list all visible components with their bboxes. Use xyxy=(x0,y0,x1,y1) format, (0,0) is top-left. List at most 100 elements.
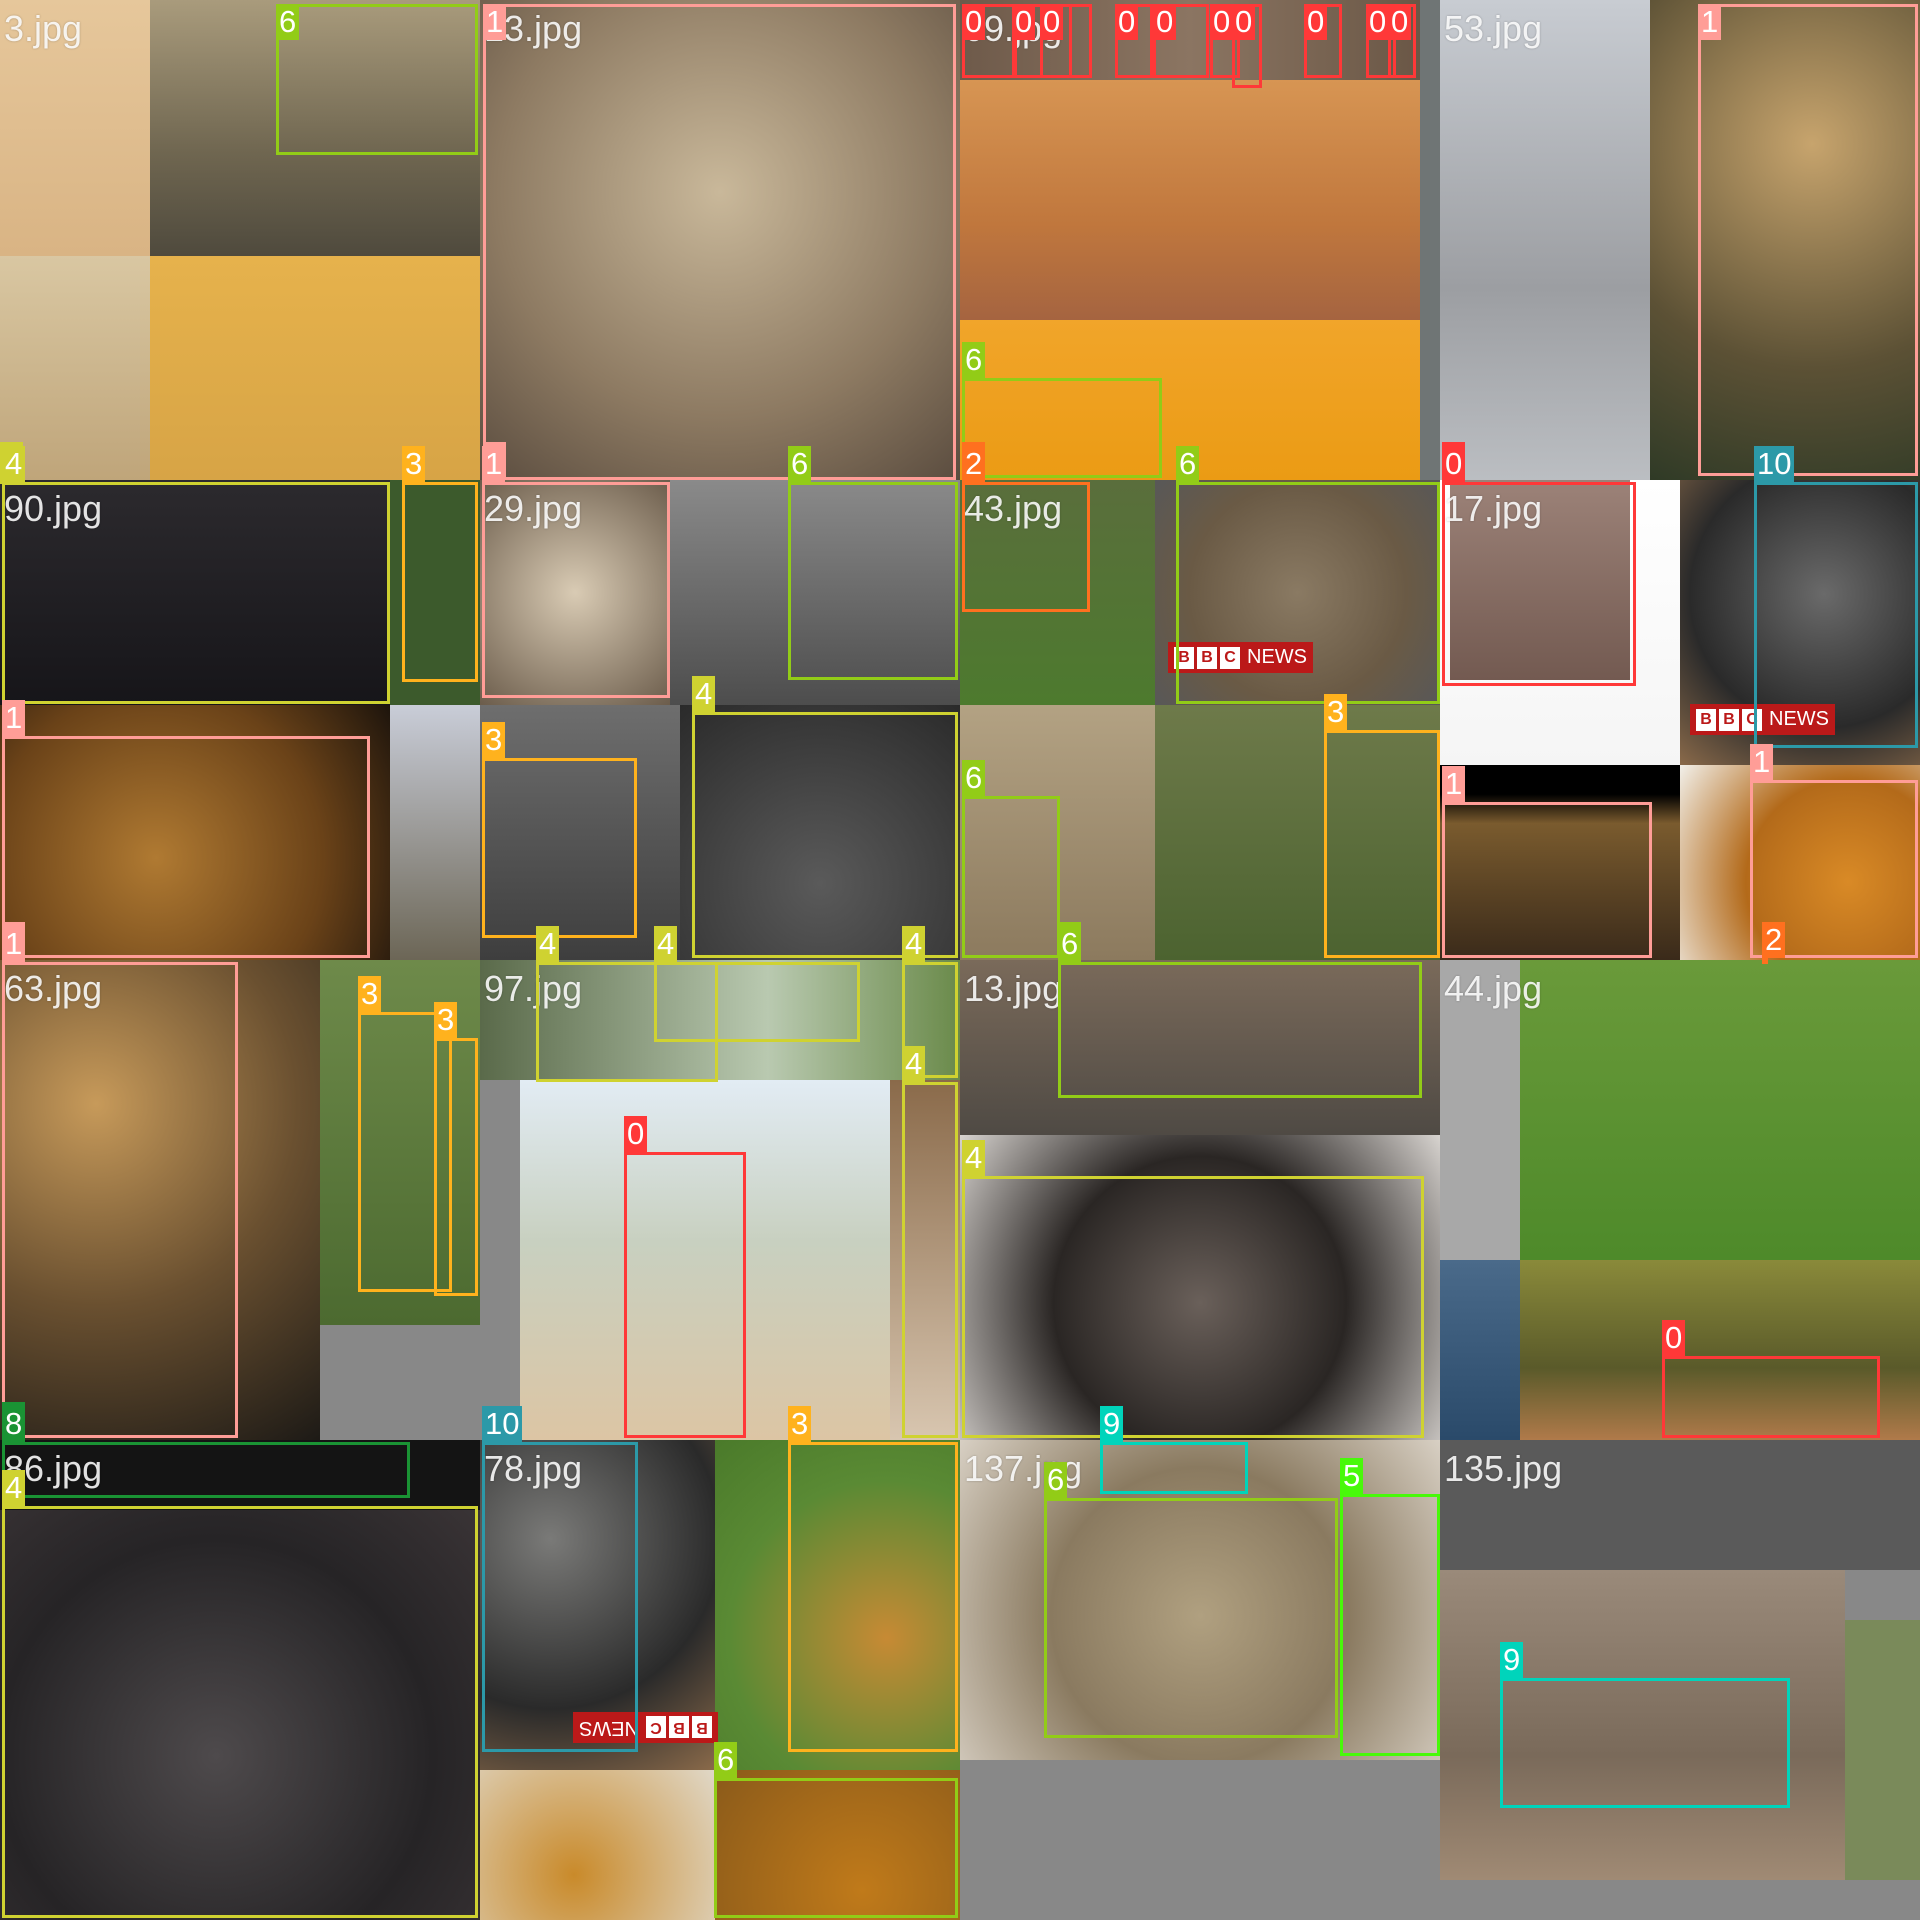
detection-box xyxy=(536,962,718,1082)
detection-box xyxy=(1754,482,1918,748)
detection-box xyxy=(962,482,1090,612)
detection-box xyxy=(1698,4,1918,476)
tile-78: 78.jpg xyxy=(480,1440,960,1920)
tile-90: 90.jpg xyxy=(0,480,480,960)
box-class-label: 0 xyxy=(1388,4,1412,40)
box-class-label: 6 xyxy=(1176,446,1200,482)
tile-29: 29.jpg xyxy=(480,480,960,960)
detection-box xyxy=(692,712,958,958)
detection-box xyxy=(2,736,370,958)
tile-13: 13.jpg xyxy=(480,0,960,480)
box-class-label: 3 xyxy=(402,446,426,482)
box-class-label: 1 xyxy=(483,4,507,40)
tile-53: 53.jpg xyxy=(1440,0,1920,480)
detection-box xyxy=(358,1012,452,1292)
detection-box xyxy=(1340,1494,1440,1756)
detection-box xyxy=(788,1442,958,1752)
detection-box xyxy=(1442,802,1652,958)
detection-box xyxy=(902,1082,958,1438)
box-class-label: 6 xyxy=(962,760,986,796)
box-class-label: 2 xyxy=(962,446,986,482)
detection-box xyxy=(1324,730,1440,958)
box-class-label: 2 xyxy=(1762,922,1786,958)
tile-43: 43.jpg xyxy=(960,480,1440,960)
box-class-label: 0 xyxy=(1662,1320,1686,1356)
box-class-label: 4 xyxy=(536,926,560,962)
box-class-label: 6 xyxy=(1044,1462,1068,1498)
bbc-news-logo: B B C NEWS xyxy=(1168,642,1313,673)
bbc-news-logo: B B C NEWS xyxy=(1690,704,1835,735)
box-class-label: 0 xyxy=(962,4,986,40)
detection-box xyxy=(276,4,478,155)
tile-44: 44.jpg xyxy=(1440,960,1920,1440)
detection-box xyxy=(902,962,958,1078)
detection-box xyxy=(1040,4,1092,78)
box-class-label: 0 xyxy=(1366,4,1390,40)
detection-box xyxy=(1058,962,1422,1098)
detection-box xyxy=(1153,4,1209,78)
box-class-label: 4 xyxy=(692,676,716,712)
tile-3: 3.jpg xyxy=(0,0,480,480)
detection-box xyxy=(2,1442,410,1498)
detection-box xyxy=(714,1778,958,1918)
detection-box xyxy=(962,4,1017,78)
tile-97: 97.jpg xyxy=(480,960,960,1440)
box-class-label: 0 xyxy=(1210,4,1234,40)
detection-box xyxy=(1100,1442,1248,1494)
detection-box xyxy=(962,378,1162,478)
box-class-label: 4 xyxy=(902,1046,926,1082)
detection-box xyxy=(1500,1678,1790,1808)
box-class-label: 0 xyxy=(624,1116,648,1152)
box-class-label: 9 xyxy=(1100,1406,1124,1442)
box-class-label: 10 xyxy=(482,1406,523,1442)
box-class-label: 3 xyxy=(434,1002,458,1038)
box-class-label: 4 xyxy=(902,926,926,962)
box-class-label: 1 xyxy=(1442,766,1466,802)
detection-box xyxy=(2,482,390,704)
box-class-label: 0 xyxy=(1040,4,1064,40)
box-class-label: 3 xyxy=(788,1406,812,1442)
detection-box xyxy=(482,482,670,698)
box-class-label: 6 xyxy=(1058,926,1082,962)
box-class-label: 5 xyxy=(1340,1458,1364,1494)
box-class-label: 4 xyxy=(962,1140,986,1176)
box-class-label: 6 xyxy=(276,4,300,40)
box-class-label: 3 xyxy=(482,722,506,758)
detection-box xyxy=(1044,1498,1338,1738)
box-class-label: 0 xyxy=(1232,4,1256,40)
box-class-label: 0 xyxy=(1012,4,1036,40)
tile-13b: 13.jpg xyxy=(960,960,1440,1440)
detection-box xyxy=(1442,482,1636,686)
detection-box xyxy=(402,482,478,682)
detection-box xyxy=(962,796,1060,958)
detection-box xyxy=(962,1176,1424,1438)
detection-box xyxy=(654,962,860,1042)
detection-box xyxy=(1176,482,1440,704)
detection-box xyxy=(482,758,637,938)
box-class-label: 6 xyxy=(714,1742,738,1778)
box-class-label: 1 xyxy=(482,446,506,482)
box-class-label: 6 xyxy=(962,342,986,378)
detection-box xyxy=(1750,780,1918,958)
detection-box xyxy=(624,1152,746,1438)
box-class-label: 1 xyxy=(2,700,26,736)
box-class-label: 3 xyxy=(1324,694,1348,730)
detection-box xyxy=(1762,958,1768,964)
box-class-label: 4 xyxy=(2,446,26,482)
box-class-label: 1 xyxy=(2,926,26,962)
box-class-label: 0 xyxy=(1115,4,1139,40)
box-class-label: 1 xyxy=(1698,4,1722,40)
box-class-label: 8 xyxy=(2,1406,26,1442)
detection-box xyxy=(2,962,238,1438)
detection-box xyxy=(434,1038,478,1296)
detection-box xyxy=(2,1506,478,1918)
box-class-label: 6 xyxy=(788,446,812,482)
box-class-label: 10 xyxy=(1754,446,1795,482)
tile-63: 63.jpg xyxy=(0,960,480,1440)
box-class-label: 4 xyxy=(654,926,678,962)
detection-box xyxy=(483,4,956,480)
detection-box xyxy=(788,482,958,680)
box-class-label: 0 xyxy=(1153,4,1177,40)
box-class-label: 0 xyxy=(1442,446,1466,482)
